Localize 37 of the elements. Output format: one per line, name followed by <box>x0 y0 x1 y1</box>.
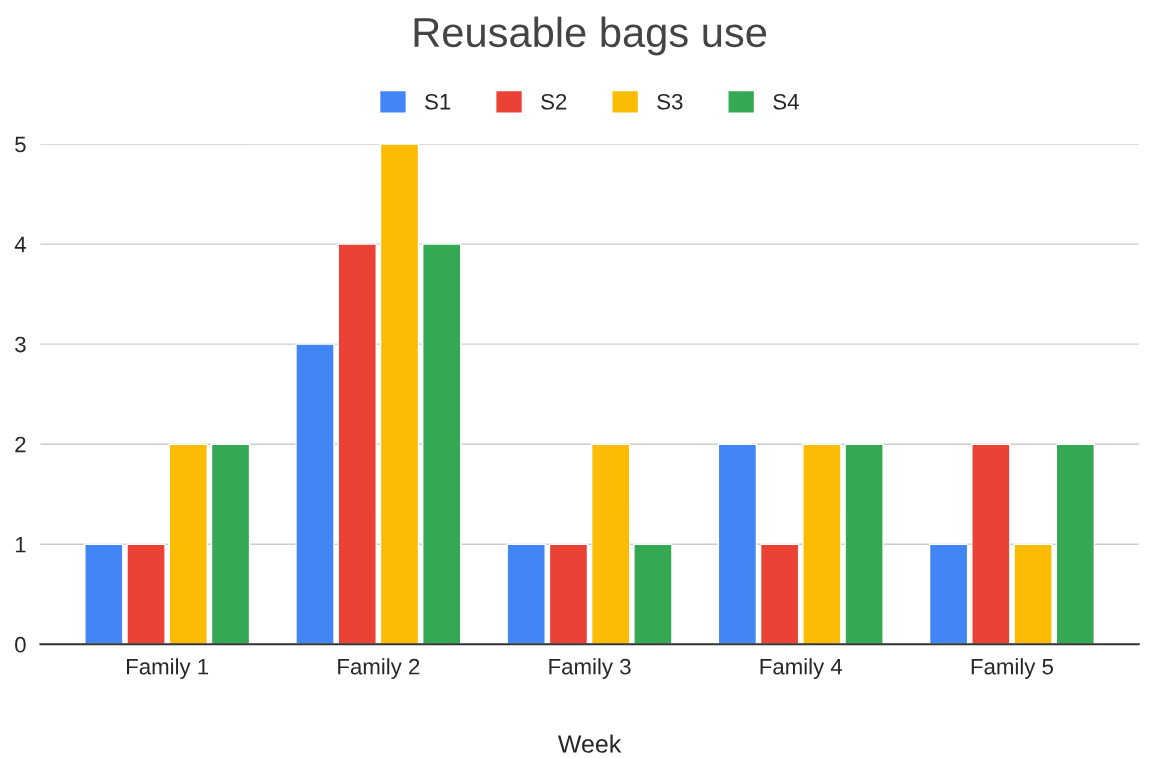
bar <box>84 543 124 645</box>
x-tick-label: Family 3 <box>549 658 631 679</box>
bar <box>295 343 335 645</box>
legend-label: S4 <box>773 93 799 110</box>
bar <box>422 243 462 645</box>
legend-label: S3 <box>657 93 683 110</box>
y-tick-label: 1 <box>15 537 26 553</box>
bar <box>633 543 673 645</box>
bar <box>802 443 842 645</box>
x-tick-label: Family 5 <box>971 658 1053 679</box>
legend-label: S1 <box>425 93 451 110</box>
bar <box>548 543 589 645</box>
bar <box>844 443 884 645</box>
bar <box>210 443 251 645</box>
x-tick-label: Family 2 <box>338 658 420 679</box>
bar <box>168 443 208 645</box>
x-tick-label: Family 1 <box>127 658 209 679</box>
y-tick-label: 3 <box>15 336 26 353</box>
bar <box>506 543 546 645</box>
y-tick-label: 2 <box>15 436 26 453</box>
y-tick-label: 4 <box>14 236 26 253</box>
y-tick-label: 5 <box>15 136 26 153</box>
bar <box>759 543 800 645</box>
bar <box>971 443 1011 645</box>
chart-title: Reusable bags use <box>414 16 767 56</box>
x-axis-title: Week <box>557 734 622 753</box>
x-tick-label: Family 4 <box>760 658 843 679</box>
bar <box>337 243 377 645</box>
y-tick-label: 0 <box>15 636 26 653</box>
bar <box>717 443 758 645</box>
bar <box>126 543 166 645</box>
legend-label: S2 <box>541 93 567 110</box>
bar <box>1013 543 1053 645</box>
bar <box>928 543 969 645</box>
bar <box>590 443 631 645</box>
bar <box>379 144 420 645</box>
bar <box>1055 443 1096 645</box>
